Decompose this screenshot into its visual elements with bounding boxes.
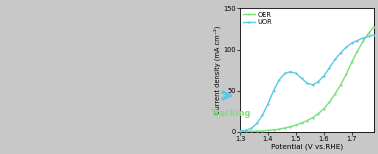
OER	[282, 127, 287, 129]
UOR	[355, 40, 360, 41]
UOR	[266, 103, 270, 105]
OER	[294, 124, 298, 126]
UOR	[366, 35, 371, 37]
OER	[277, 128, 282, 130]
UOR	[372, 34, 376, 36]
UOR	[271, 90, 276, 91]
UOR	[327, 67, 332, 69]
OER	[333, 93, 337, 95]
UOR	[277, 79, 282, 81]
OER	[243, 130, 248, 132]
OER	[350, 61, 354, 63]
OER	[299, 122, 304, 124]
Text: Tracking: Tracking	[211, 109, 251, 118]
UOR	[288, 71, 293, 73]
UOR	[338, 52, 343, 54]
Line: OER: OER	[239, 26, 375, 132]
OER	[266, 130, 270, 131]
UOR	[344, 46, 349, 48]
UOR	[260, 114, 265, 116]
UOR	[310, 84, 315, 86]
UOR	[254, 123, 259, 124]
OER	[366, 32, 371, 34]
OER	[288, 126, 293, 128]
UOR	[238, 130, 242, 132]
UOR	[361, 37, 365, 39]
X-axis label: Potential (V vs.RHE): Potential (V vs.RHE)	[271, 144, 343, 150]
OER	[344, 73, 349, 75]
UOR	[282, 72, 287, 74]
OER	[355, 50, 360, 52]
OER	[338, 84, 343, 86]
UOR	[333, 59, 337, 60]
OER	[372, 26, 376, 27]
OER	[316, 113, 321, 115]
OER	[260, 130, 265, 132]
Y-axis label: Current density (mA cm⁻²): Current density (mA cm⁻²)	[214, 26, 221, 114]
UOR	[350, 42, 354, 44]
OER	[271, 129, 276, 131]
OER	[327, 101, 332, 103]
Legend: OER, UOR: OER, UOR	[242, 10, 273, 26]
OER	[310, 117, 315, 119]
UOR	[249, 128, 254, 129]
OER	[249, 130, 254, 132]
UOR	[322, 75, 326, 77]
UOR	[294, 72, 298, 74]
Line: UOR: UOR	[239, 34, 375, 132]
OER	[305, 120, 309, 122]
OER	[254, 130, 259, 132]
UOR	[316, 81, 321, 83]
UOR	[299, 77, 304, 79]
OER	[238, 130, 242, 132]
OER	[322, 108, 326, 110]
UOR	[305, 82, 309, 84]
UOR	[243, 130, 248, 131]
OER	[361, 40, 365, 42]
